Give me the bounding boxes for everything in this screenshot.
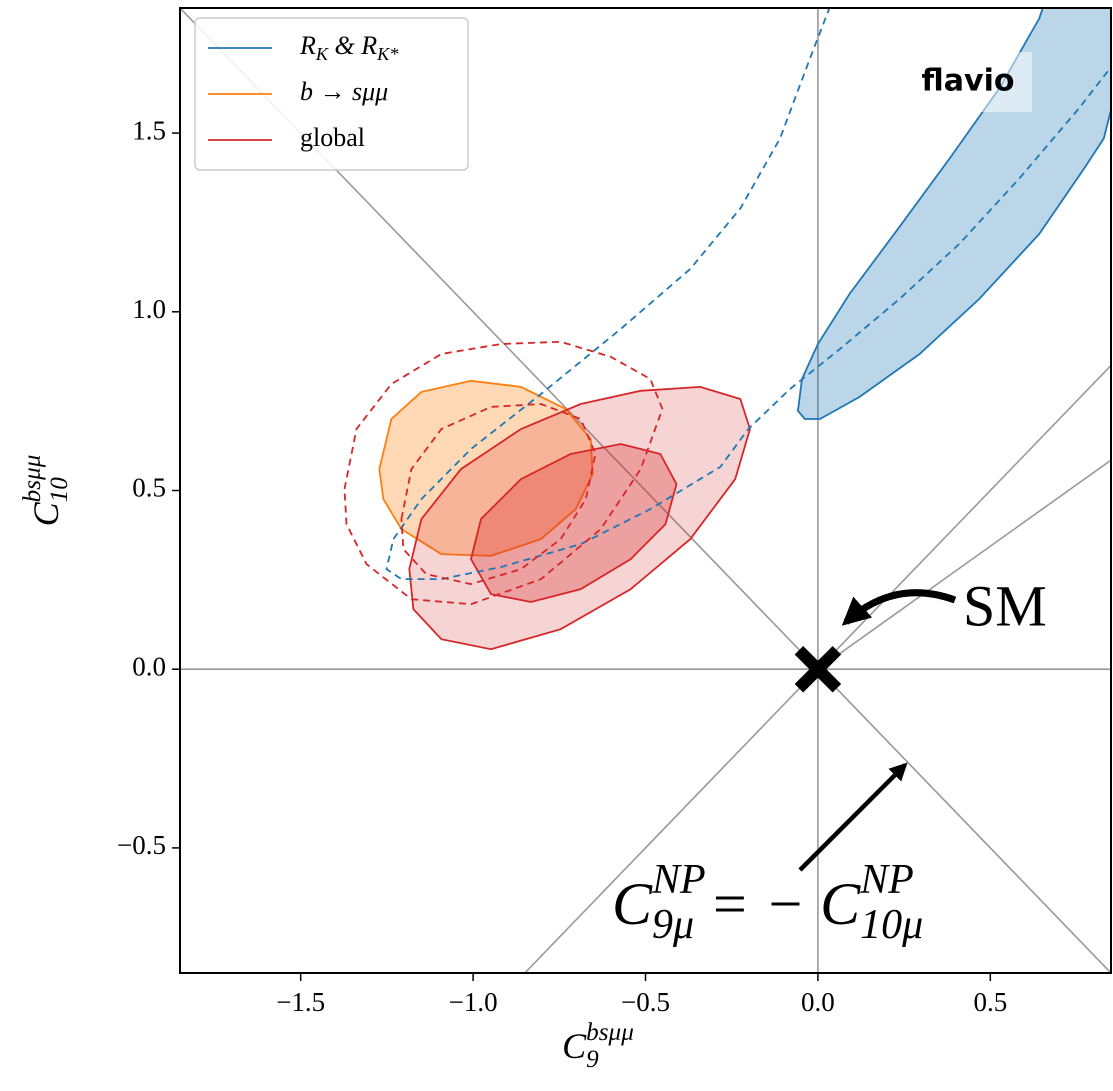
contour-fill <box>378 379 594 557</box>
x-axis-label: Cbsμμ 9 <box>562 1019 634 1073</box>
x-tick-label: 0.0 <box>801 987 835 1017</box>
watermark: flavio <box>922 64 1015 99</box>
y-tick-label: 0.0 <box>132 651 166 681</box>
contour-dashed <box>343 340 664 606</box>
legend-label: RK & RK* <box>299 31 399 64</box>
x-tick-label: 0.5 <box>973 987 1007 1017</box>
x-tick-label: −0.5 <box>621 987 670 1017</box>
y-axis-label: Cbsμμ10 <box>19 455 73 527</box>
legend-label: b → sμμ <box>300 77 388 106</box>
x-tick-label: −1.5 <box>276 987 325 1017</box>
reference-line <box>817 459 1111 670</box>
x-tick-label: −1.0 <box>449 987 498 1017</box>
contour-fill <box>796 8 1111 420</box>
y-tick-label: 1.0 <box>132 294 166 324</box>
y-tick-label: 0.5 <box>132 473 166 503</box>
contour-fill <box>408 385 751 651</box>
contour-fill <box>470 443 678 603</box>
overlay: SM CNP 9μ = − CNP 10μ −1.5 −1.0 −0.5 0.0 0.5 −0.5… <box>19 7 1112 1073</box>
legend-label: global <box>300 123 365 152</box>
plot-area: flavio <box>180 8 1111 973</box>
y-tick-label: 1.5 <box>132 115 166 145</box>
sm-arrow <box>841 589 957 626</box>
annotation: CNP 9μ = − CNP 10μ <box>612 857 923 948</box>
sm-marker <box>794 645 842 693</box>
contour-dashed <box>400 403 597 586</box>
legend: RK & RK* b → sμμ global <box>194 17 469 171</box>
legend-box <box>194 17 469 171</box>
watermark-box <box>922 52 1032 112</box>
annotation-arrow <box>798 762 908 872</box>
y-tick-label: −0.5 <box>117 830 166 860</box>
sm-label: SM <box>963 573 1047 638</box>
